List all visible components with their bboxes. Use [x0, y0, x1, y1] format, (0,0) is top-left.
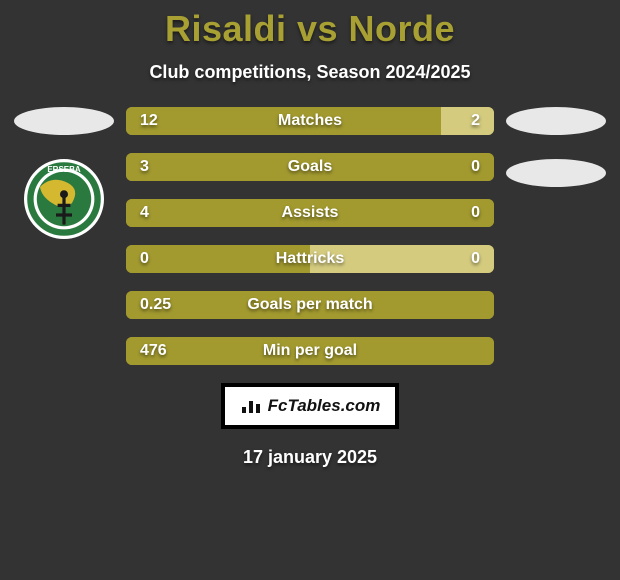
- left-player-placeholder-icon: [14, 107, 114, 135]
- right-club-placeholder-icon: [506, 159, 606, 187]
- stat-row: 0Hattricks0: [126, 245, 494, 273]
- right-side: [496, 107, 616, 365]
- footer-brand-label: FcTables.com: [268, 396, 381, 416]
- stat-row-labels: 3Goals0: [126, 153, 494, 181]
- stat-row-labels: 476Min per goal: [126, 337, 494, 365]
- stat-name-label: Assists: [180, 204, 440, 222]
- stat-row: 4Assists0: [126, 199, 494, 227]
- stat-name-label: Matches: [180, 112, 440, 130]
- stat-name-label: Hattricks: [180, 250, 440, 268]
- left-side: ERSEBA: [4, 107, 124, 365]
- footer: FcTables.com 17 january 2025: [0, 383, 620, 468]
- stat-right-value: 0: [440, 204, 480, 222]
- page-subtitle: Club competitions, Season 2024/2025: [0, 62, 620, 83]
- svg-text:ERSEBA: ERSEBA: [47, 165, 81, 174]
- date-text: 17 january 2025: [243, 447, 377, 468]
- stat-left-value: 3: [140, 158, 180, 176]
- stat-row: 0.25Goals per match: [126, 291, 494, 319]
- left-club-badge: ERSEBA: [24, 159, 104, 239]
- page-title: Risaldi vs Norde: [0, 8, 620, 50]
- stat-row-labels: 4Assists0: [126, 199, 494, 227]
- persebaya-logo-icon: ERSEBA: [24, 159, 104, 239]
- stat-name-label: Min per goal: [180, 342, 440, 360]
- stat-right-value: 0: [440, 250, 480, 268]
- stat-name-label: Goals: [180, 158, 440, 176]
- stat-left-value: 4: [140, 204, 180, 222]
- stat-left-value: 0.25: [140, 296, 180, 314]
- stat-right-value: 0: [440, 158, 480, 176]
- stat-row: 476Min per goal: [126, 337, 494, 365]
- stat-left-value: 476: [140, 342, 180, 360]
- stat-row-labels: 0Hattricks0: [126, 245, 494, 273]
- stat-row: 3Goals0: [126, 153, 494, 181]
- stat-row-labels: 12Matches2: [126, 107, 494, 135]
- stat-right-value: 2: [440, 112, 480, 130]
- stat-name-label: Goals per match: [180, 296, 440, 314]
- fctables-badge: FcTables.com: [221, 383, 399, 429]
- stats-column: 12Matches23Goals04Assists00Hattricks00.2…: [124, 107, 496, 365]
- right-player-placeholder-icon: [506, 107, 606, 135]
- comparison-main: ERSEBA 12Matches23Goals04Assists00Hattri…: [0, 107, 620, 365]
- stat-row: 12Matches2: [126, 107, 494, 135]
- stat-left-value: 12: [140, 112, 180, 130]
- stat-row-labels: 0.25Goals per match: [126, 291, 494, 319]
- bars-icon: [240, 397, 262, 415]
- stat-left-value: 0: [140, 250, 180, 268]
